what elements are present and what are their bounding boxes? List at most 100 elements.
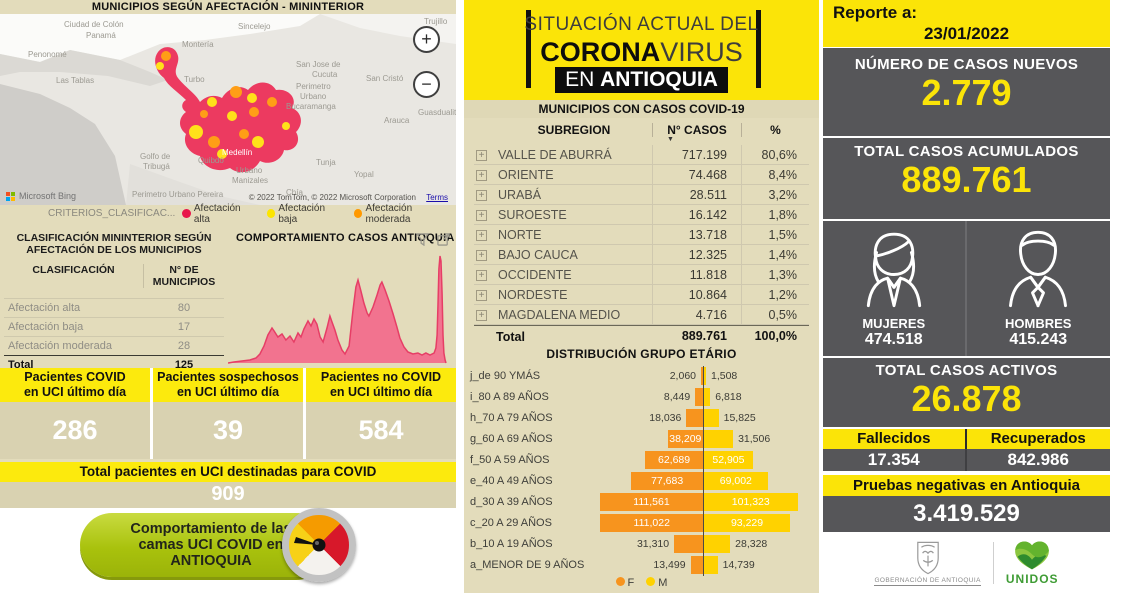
sort-descending-icon: ▼ bbox=[667, 136, 674, 143]
uci-card-value: 286 bbox=[0, 402, 150, 459]
bar-male[interactable] bbox=[704, 493, 798, 511]
subregion-row[interactable]: + MAGDALENA MEDIO 4.716 0,5% bbox=[474, 305, 809, 325]
bar-male-value: 52,905 bbox=[712, 454, 745, 466]
expand-plus-icon[interactable]: + bbox=[476, 149, 487, 161]
accumulated-value: 889.761 bbox=[901, 159, 1032, 200]
classification-value: 80 bbox=[177, 302, 191, 314]
subregion-row[interactable]: + NORDESTE 10.864 1,2% bbox=[474, 285, 809, 305]
expand-plus-icon[interactable]: + bbox=[476, 249, 487, 261]
map-place-label: Montería bbox=[182, 40, 214, 49]
bar-female[interactable] bbox=[686, 409, 703, 427]
subregion-name: OCCIDENTE bbox=[498, 268, 572, 282]
map-place-label: Urbano bbox=[236, 166, 263, 175]
expand-plus-icon[interactable]: + bbox=[476, 169, 487, 181]
subregion-row[interactable]: + VALLE DE ABURRÁ 717.199 80,6% bbox=[474, 145, 809, 165]
bar-female[interactable] bbox=[600, 514, 703, 532]
bar-male-value: 15,825 bbox=[723, 412, 756, 424]
bar-male[interactable] bbox=[704, 472, 768, 490]
bar-female[interactable] bbox=[600, 493, 703, 511]
subregion-row[interactable]: + SUROESTE 16.142 1,8% bbox=[474, 205, 809, 225]
legend-dot bbox=[266, 209, 276, 218]
pyramid-row: g_60 A 69 AÑOS 38,209 31,506 bbox=[464, 429, 819, 450]
man-icon bbox=[1009, 230, 1068, 308]
subregion-row[interactable]: + OCCIDENTE 11.818 1,3% bbox=[474, 265, 809, 285]
bar-female[interactable] bbox=[674, 535, 703, 553]
affectation-map[interactable]: Ciudad de Colón Panamá Penonomé Las Tablas M… bbox=[0, 14, 456, 205]
woman-icon bbox=[866, 232, 921, 308]
bar-male[interactable] bbox=[704, 367, 706, 385]
bar-male[interactable] bbox=[704, 514, 791, 532]
bing-label: Microsoft Bing bbox=[19, 191, 77, 201]
bar-male-value: 6,818 bbox=[715, 391, 742, 403]
map-zoom-in-button[interactable]: + bbox=[413, 26, 440, 53]
age-group-label: d_30 A 39 AÑOS bbox=[470, 496, 553, 508]
bar-female[interactable] bbox=[695, 388, 703, 406]
age-pyramid: j_de 90 YMÁS 2,060 1,508 i_80 A 89 AÑOS 8,44… bbox=[464, 366, 819, 576]
uci-card-label-line1: Pacientes sospechosos bbox=[157, 370, 299, 384]
subregion-pct: 80,6% bbox=[741, 145, 809, 165]
pyramid-row: i_80 A 89 AÑOS 8,449 6,818 bbox=[464, 387, 819, 408]
map-place-label: Arauca bbox=[384, 116, 410, 125]
bar-male-value: 69,002 bbox=[719, 475, 752, 487]
bar-male[interactable] bbox=[704, 451, 753, 469]
behavior-chart[interactable]: COMPORTAMIENTO CASOS ANTIOQUIA bbox=[228, 228, 456, 368]
bar-male[interactable] bbox=[704, 535, 731, 553]
bar-male[interactable] bbox=[704, 409, 719, 427]
subregion-rows: + VALLE DE ABURRÁ 717.199 80,6% + ORIENTE 74.4… bbox=[474, 145, 809, 325]
uci-beds-behavior-button[interactable]: Comportamiento de las camas UCI COVID en… bbox=[80, 508, 356, 582]
expand-plus-icon[interactable]: + bbox=[476, 289, 487, 301]
classification-table-header: CLASIFICACIÓN N° DE MUNICIPIOS bbox=[4, 262, 224, 298]
expand-plus-icon[interactable]: + bbox=[476, 229, 487, 241]
legend-label: Afectación moderada bbox=[365, 202, 413, 225]
legend-item: Afectación moderada bbox=[353, 202, 456, 225]
total-pct: 100,0% bbox=[754, 329, 797, 343]
classification-label: Afectación alta bbox=[8, 302, 81, 314]
col-casos[interactable]: N° CASOS ▼ bbox=[652, 123, 741, 143]
bar-female[interactable] bbox=[645, 451, 703, 469]
bar-female[interactable] bbox=[631, 472, 703, 490]
map-place-label: Tribugá bbox=[143, 162, 170, 171]
unidos-logo: UNIDOS bbox=[1006, 539, 1059, 586]
expand-icon[interactable] bbox=[437, 233, 450, 246]
legend-title: CRITERIOS_CLASIFICAC... bbox=[48, 208, 176, 219]
subregion-row[interactable]: + URABÁ 28.511 3,2% bbox=[474, 185, 809, 205]
expand-plus-icon[interactable]: + bbox=[476, 209, 487, 221]
subregion-row[interactable]: + NORTE 13.718 1,5% bbox=[474, 225, 809, 245]
subregion-row[interactable]: + BAJO CAUCA 12.325 1,4% bbox=[474, 245, 809, 265]
expand-plus-icon[interactable]: + bbox=[476, 189, 487, 201]
subregion-pct: 1,2% bbox=[741, 285, 809, 305]
negative-tests-label: Pruebas negativas en Antioquia bbox=[823, 475, 1110, 496]
legend-item: Afectación alta bbox=[182, 203, 256, 225]
map-place-label: Cucuta bbox=[312, 70, 338, 79]
subregion-pct: 1,3% bbox=[741, 265, 809, 285]
bar-female[interactable] bbox=[701, 367, 703, 385]
map-zoom-out-button[interactable]: − bbox=[413, 71, 440, 98]
deaths-recovered-headers: Fallecidos Recuperados bbox=[823, 429, 1110, 449]
uci-card-label-line2: en UCI último día bbox=[176, 385, 280, 399]
new-cases-label: NÚMERO DE CASOS NUEVOS bbox=[854, 56, 1079, 73]
filter-icon[interactable] bbox=[416, 233, 429, 246]
map-legend: CRITERIOS_CLASIFICAC... Afectación alta A… bbox=[0, 202, 456, 225]
deaths-label: Fallecidos bbox=[823, 429, 967, 449]
women-value: 474.518 bbox=[864, 331, 923, 348]
map-place-label: Panamá bbox=[86, 31, 116, 40]
legend-f: F bbox=[615, 577, 634, 589]
header-bar-right bbox=[756, 10, 761, 88]
expand-plus-icon[interactable]: + bbox=[476, 309, 487, 321]
bar-female-value: 13,499 bbox=[653, 559, 686, 571]
bar-male[interactable] bbox=[704, 388, 711, 406]
bar-male[interactable] bbox=[704, 430, 734, 448]
map-place-label: Las Tablas bbox=[56, 76, 95, 85]
bar-female[interactable] bbox=[667, 430, 703, 448]
subregion-row[interactable]: + ORIENTE 74.468 8,4% bbox=[474, 165, 809, 185]
legend-m: M bbox=[646, 577, 667, 589]
map-canvas bbox=[0, 14, 456, 205]
expand-plus-icon[interactable]: + bbox=[476, 269, 487, 281]
subregion-name: NORDESTE bbox=[498, 288, 568, 302]
bar-male[interactable] bbox=[704, 556, 718, 574]
map-terms-link[interactable]: Terms bbox=[426, 193, 448, 202]
age-group-label: e_40 A 49 AÑOS bbox=[470, 475, 553, 487]
bar-female[interactable] bbox=[690, 556, 703, 574]
map-patches-baja bbox=[156, 62, 290, 159]
